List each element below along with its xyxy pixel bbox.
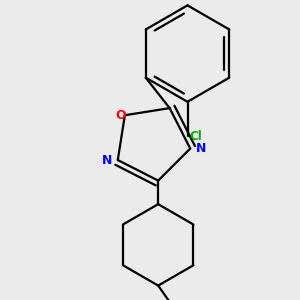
Text: O: O	[115, 109, 126, 122]
Text: Cl: Cl	[190, 130, 202, 142]
Text: N: N	[196, 142, 206, 155]
Text: N: N	[102, 154, 112, 166]
